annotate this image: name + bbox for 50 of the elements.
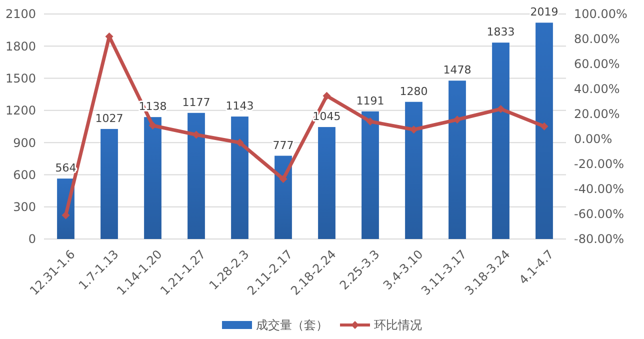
data-label: 564 — [55, 162, 76, 175]
point — [366, 118, 374, 126]
data-label: 2019 — [530, 6, 558, 19]
data-label: 1833 — [486, 26, 515, 39]
bar — [100, 128, 118, 239]
bar — [492, 42, 510, 239]
bar — [144, 117, 162, 239]
legend-label: 环比情况 — [374, 318, 422, 332]
point — [540, 122, 548, 130]
y2-tick-label: -60.00% — [574, 207, 624, 222]
bar — [362, 111, 379, 239]
data-label: 1280 — [400, 84, 428, 98]
point — [322, 92, 331, 100]
point — [62, 211, 70, 220]
y2-tick-label: 0.00% — [574, 132, 612, 146]
y-tick-label: 1500 — [5, 71, 36, 86]
y2-tick-label: 40.00% — [574, 82, 620, 96]
data-label: 1191 — [356, 94, 384, 108]
y2-tick-label: -20.00% — [574, 157, 624, 172]
point — [279, 175, 288, 183]
data-label: 1027 — [95, 112, 124, 125]
bar — [231, 116, 248, 239]
y2-tick-label: -80.00% — [574, 232, 624, 246]
bar — [274, 156, 292, 239]
y2-tick-label: -40.00% — [574, 182, 624, 196]
legend-label: 成交量（套） — [256, 318, 328, 332]
bar — [405, 102, 422, 239]
y-tick-label: 300 — [13, 200, 36, 214]
data-label: 1177 — [182, 96, 210, 109]
y-tick-label: 900 — [13, 136, 36, 150]
data-label: 1143 — [226, 100, 254, 113]
bar — [318, 127, 336, 239]
point — [148, 122, 157, 130]
y-tick-label: 600 — [13, 168, 36, 182]
y-tick-label: 2100 — [5, 7, 36, 22]
y2-tick-label: 80.00% — [574, 32, 620, 46]
bar — [188, 112, 205, 239]
data-label: 777 — [272, 138, 294, 152]
point — [410, 126, 418, 134]
point — [236, 138, 244, 147]
bar — [448, 80, 466, 239]
y2-tick-label: 100.00% — [574, 7, 628, 22]
y-tick-label: 1200 — [5, 104, 36, 118]
y2-tick-label: 20.00% — [574, 107, 620, 122]
y2-tick-label: 60.00% — [574, 57, 620, 72]
y-tick-label: 1800 — [5, 39, 36, 54]
point — [496, 105, 505, 113]
data-label: 1478 — [443, 64, 472, 77]
bar — [536, 22, 553, 239]
y-tick-label: 0 — [28, 232, 36, 246]
